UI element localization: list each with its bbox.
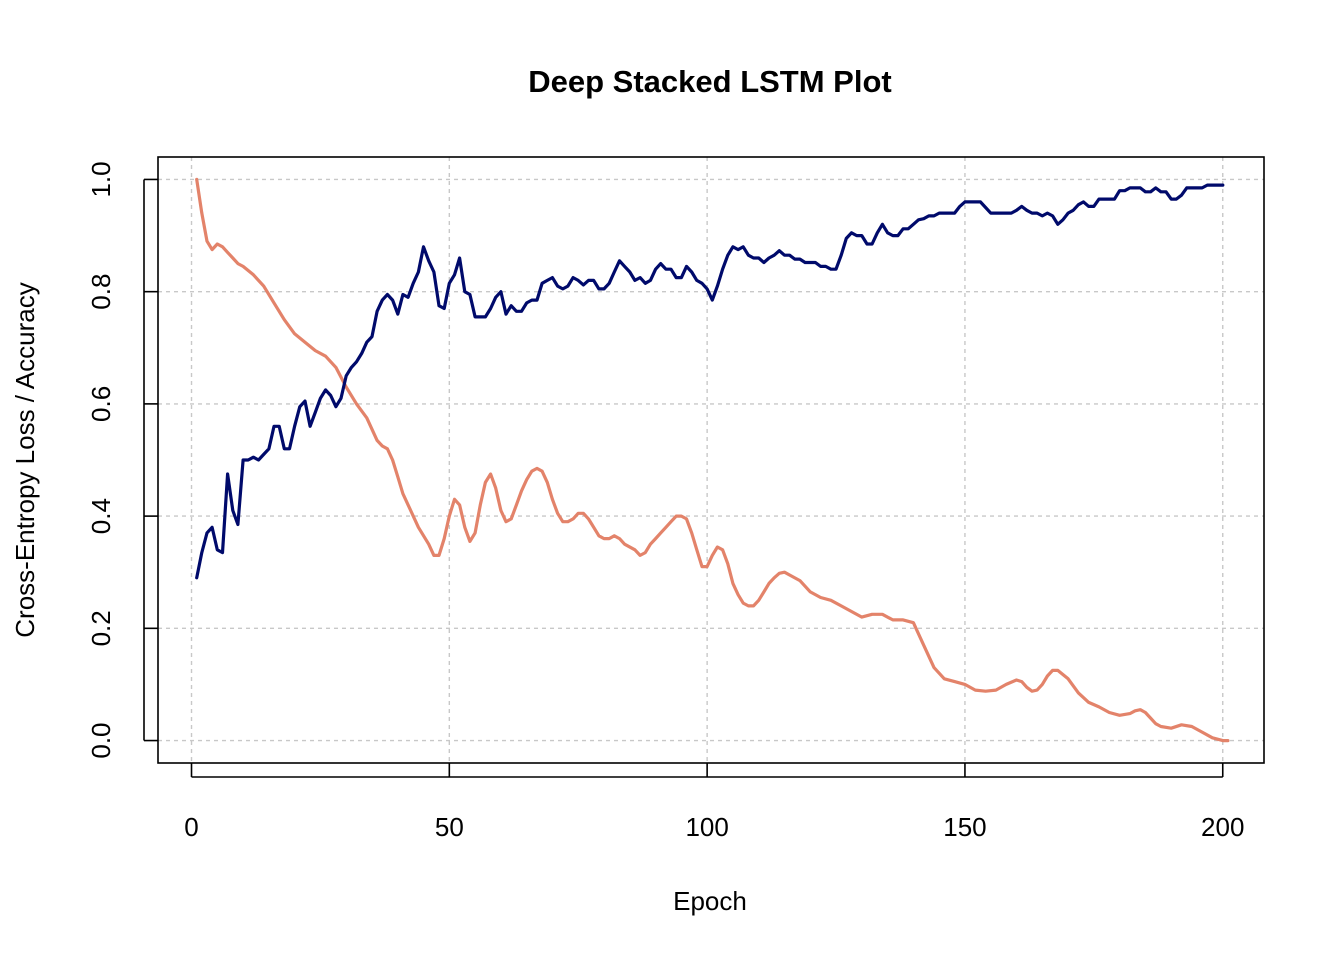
series-line-2 [195,183,1225,580]
chart-title: Deep Stacked LSTM Plot [528,64,891,99]
y-tick-label: 0.0 [86,722,116,758]
series-layer [195,177,1230,743]
x-axis: 0 50 100 150 200 [184,763,1244,842]
plot-frame [157,156,1265,764]
y-tick-label: 0.6 [86,386,116,422]
x-tick-label: 200 [1201,812,1244,842]
x-tick-label: 50 [435,812,464,842]
y-axis: 0.0 0.2 0.4 0.6 0.8 1.0 [86,161,158,759]
y-axis-label: Cross-Entropy Loss / Accuracy [10,282,40,637]
y-tick-label: 1.0 [86,161,116,197]
x-tick-label: 100 [685,812,728,842]
x-tick-label: 150 [943,812,986,842]
y-tick-label: 0.8 [86,274,116,310]
y-tick-label: 0.2 [86,610,116,646]
x-tick-label: 0 [184,812,198,842]
y-tick-label: 0.4 [86,498,116,534]
grid-layer [158,157,1264,763]
x-axis-label: Epoch [673,886,747,916]
series-line-1 [195,177,1230,743]
